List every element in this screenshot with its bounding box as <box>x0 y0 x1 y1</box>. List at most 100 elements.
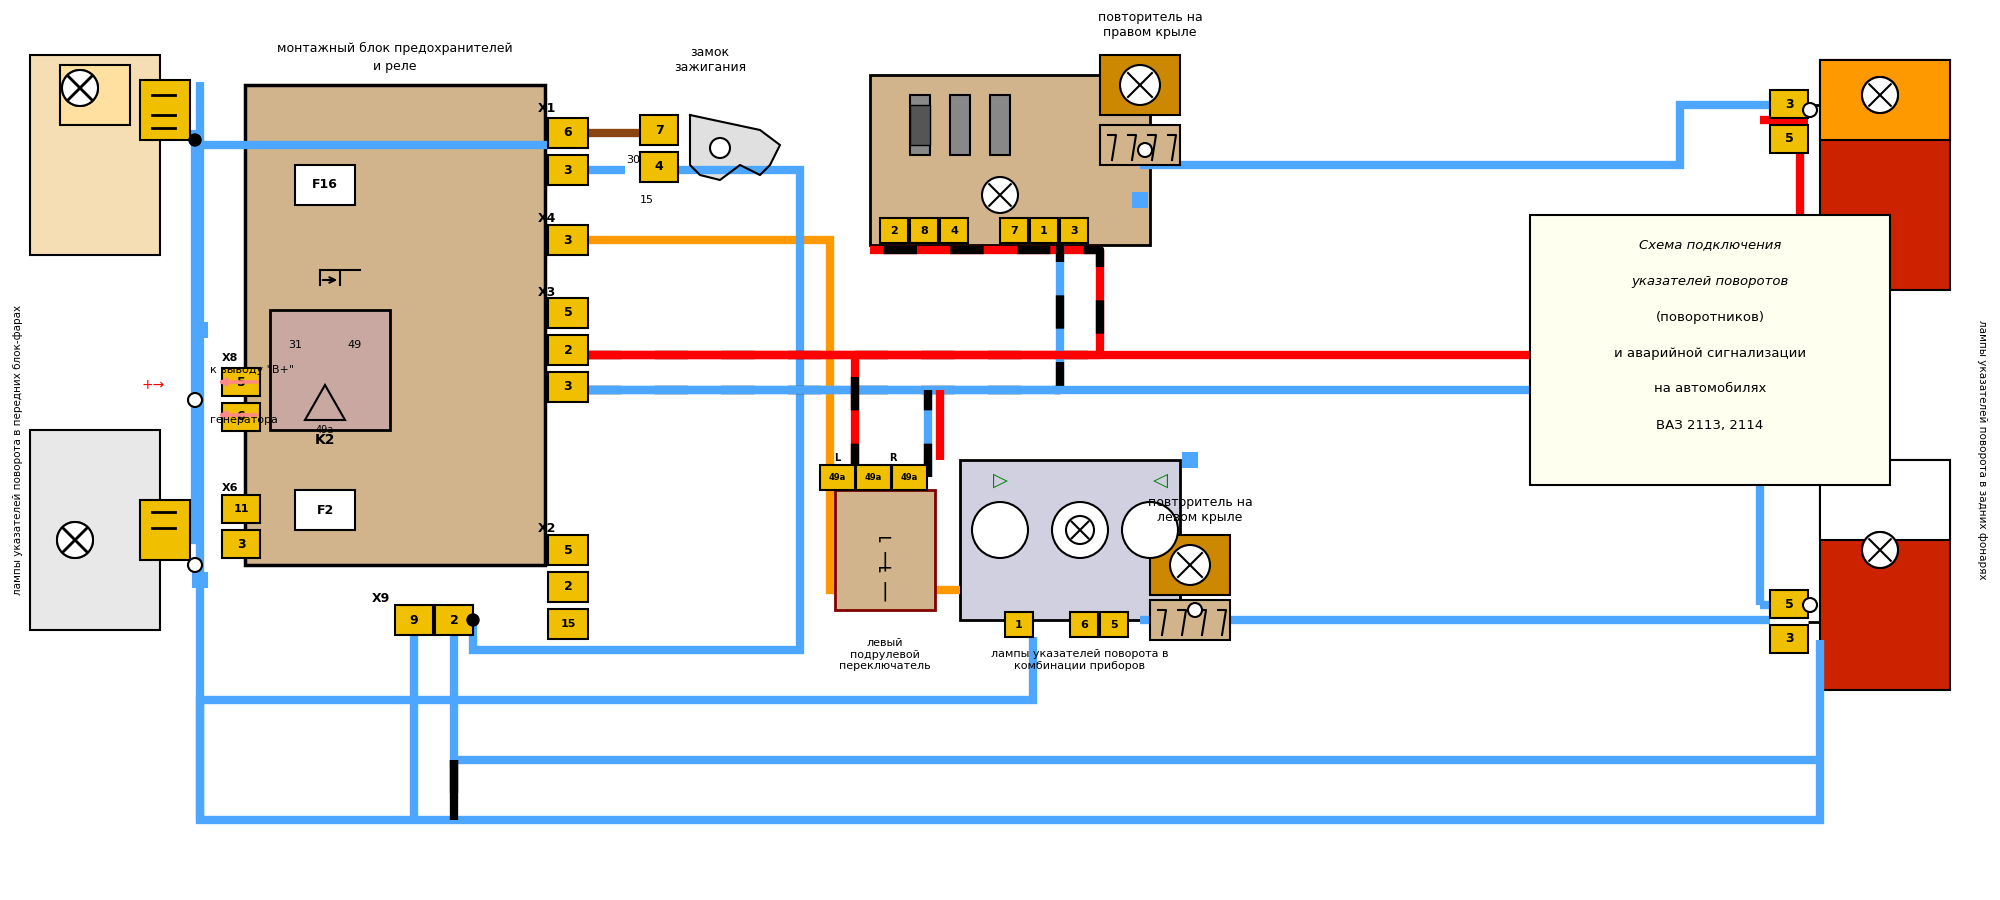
Bar <box>296 490 356 530</box>
Circle shape <box>188 393 202 407</box>
Bar <box>270 310 390 430</box>
Text: 2: 2 <box>564 580 572 593</box>
Text: ВАЗ 2113, 2114: ВАЗ 2113, 2114 <box>1656 418 1764 431</box>
Text: 5: 5 <box>1784 598 1794 610</box>
Circle shape <box>1120 65 1160 105</box>
Text: 3: 3 <box>236 537 246 551</box>
Text: 6: 6 <box>564 127 572 140</box>
Text: на автомобилях: на автомобилях <box>1654 382 1766 395</box>
Text: 2: 2 <box>450 614 458 626</box>
Text: 6: 6 <box>1080 619 1088 629</box>
Bar <box>910 105 930 145</box>
Text: X2: X2 <box>538 521 556 535</box>
Circle shape <box>1052 502 1108 558</box>
Bar <box>1060 218 1088 243</box>
Text: 5: 5 <box>1110 619 1118 629</box>
Circle shape <box>972 502 1028 558</box>
Circle shape <box>56 522 92 558</box>
Bar <box>1530 215 1890 485</box>
Text: 5: 5 <box>1784 132 1794 146</box>
Bar <box>1006 612 1032 637</box>
Text: 49a: 49a <box>864 473 882 482</box>
Text: 9: 9 <box>410 614 418 626</box>
Circle shape <box>710 138 730 158</box>
Text: 4: 4 <box>654 160 664 174</box>
Text: к выводу "B+": к выводу "B+" <box>210 365 294 375</box>
Bar <box>1070 612 1098 637</box>
Bar <box>856 465 892 490</box>
Text: +→: +→ <box>142 378 164 392</box>
Text: 11: 11 <box>234 504 248 514</box>
Text: 1: 1 <box>1040 226 1048 236</box>
Bar <box>1132 192 1148 208</box>
Text: 15: 15 <box>560 619 576 629</box>
Bar <box>1820 460 1950 690</box>
Text: повторитель на
левом крыле: повторитель на левом крыле <box>1148 496 1252 524</box>
Bar <box>960 460 1180 620</box>
Bar <box>140 80 190 140</box>
Text: 3: 3 <box>1784 633 1794 645</box>
Circle shape <box>1138 143 1152 157</box>
Bar <box>60 65 130 125</box>
Circle shape <box>982 177 1018 213</box>
Bar <box>222 495 260 523</box>
Text: 3: 3 <box>1784 97 1794 111</box>
Bar <box>548 372 588 402</box>
Text: X9: X9 <box>372 591 390 605</box>
Text: повторитель на
правом крыле: повторитель на правом крыле <box>1098 11 1202 39</box>
Text: 2: 2 <box>564 344 572 356</box>
Bar <box>910 218 938 243</box>
Circle shape <box>1862 77 1898 113</box>
Polygon shape <box>690 115 780 180</box>
Bar <box>548 335 588 365</box>
Text: и реле: и реле <box>374 60 416 73</box>
Text: X4: X4 <box>538 212 556 224</box>
Circle shape <box>1862 532 1898 568</box>
Bar <box>640 115 678 145</box>
Text: 31: 31 <box>288 340 302 350</box>
Circle shape <box>62 70 98 106</box>
Text: ◁: ◁ <box>1152 471 1168 490</box>
Text: (поворотников): (поворотников) <box>1656 310 1764 323</box>
Circle shape <box>56 522 92 558</box>
Bar <box>1182 452 1198 468</box>
Circle shape <box>1862 532 1898 568</box>
Text: L: L <box>834 453 840 463</box>
Bar <box>820 465 856 490</box>
Bar <box>880 218 908 243</box>
Bar <box>548 225 588 255</box>
Text: монтажный блок предохранителей: монтажный блок предохранителей <box>278 42 512 55</box>
Text: 1: 1 <box>1016 619 1022 629</box>
Text: 49a: 49a <box>828 473 846 482</box>
Bar <box>222 530 260 558</box>
Text: X6: X6 <box>222 483 238 493</box>
Bar <box>1000 218 1028 243</box>
Bar <box>950 95 970 155</box>
Bar <box>296 165 356 205</box>
Text: X3: X3 <box>538 285 556 299</box>
Text: 3: 3 <box>564 164 572 176</box>
Text: 4: 4 <box>950 226 958 236</box>
Bar <box>1030 218 1058 243</box>
Bar <box>892 465 928 490</box>
Bar <box>548 118 588 148</box>
Bar <box>1770 590 1808 618</box>
Bar <box>548 298 588 328</box>
Bar <box>1820 60 1950 290</box>
Text: и аварийной сигнализации: и аварийной сигнализации <box>1614 346 1806 359</box>
Bar <box>548 535 588 565</box>
Text: лампы указателей поворота в передних блок-фарах: лампы указателей поворота в передних бло… <box>12 305 24 595</box>
Text: 2: 2 <box>890 226 898 236</box>
Bar <box>1100 125 1180 165</box>
Text: R: R <box>890 453 896 463</box>
Text: 3: 3 <box>1070 226 1078 236</box>
Circle shape <box>1188 603 1202 617</box>
Text: 15: 15 <box>640 195 654 205</box>
Bar <box>1770 90 1808 118</box>
Bar <box>940 218 968 243</box>
Bar <box>1100 612 1128 637</box>
Bar <box>1100 55 1180 115</box>
Bar <box>396 605 432 635</box>
Bar <box>222 368 260 396</box>
Bar <box>1150 535 1230 595</box>
